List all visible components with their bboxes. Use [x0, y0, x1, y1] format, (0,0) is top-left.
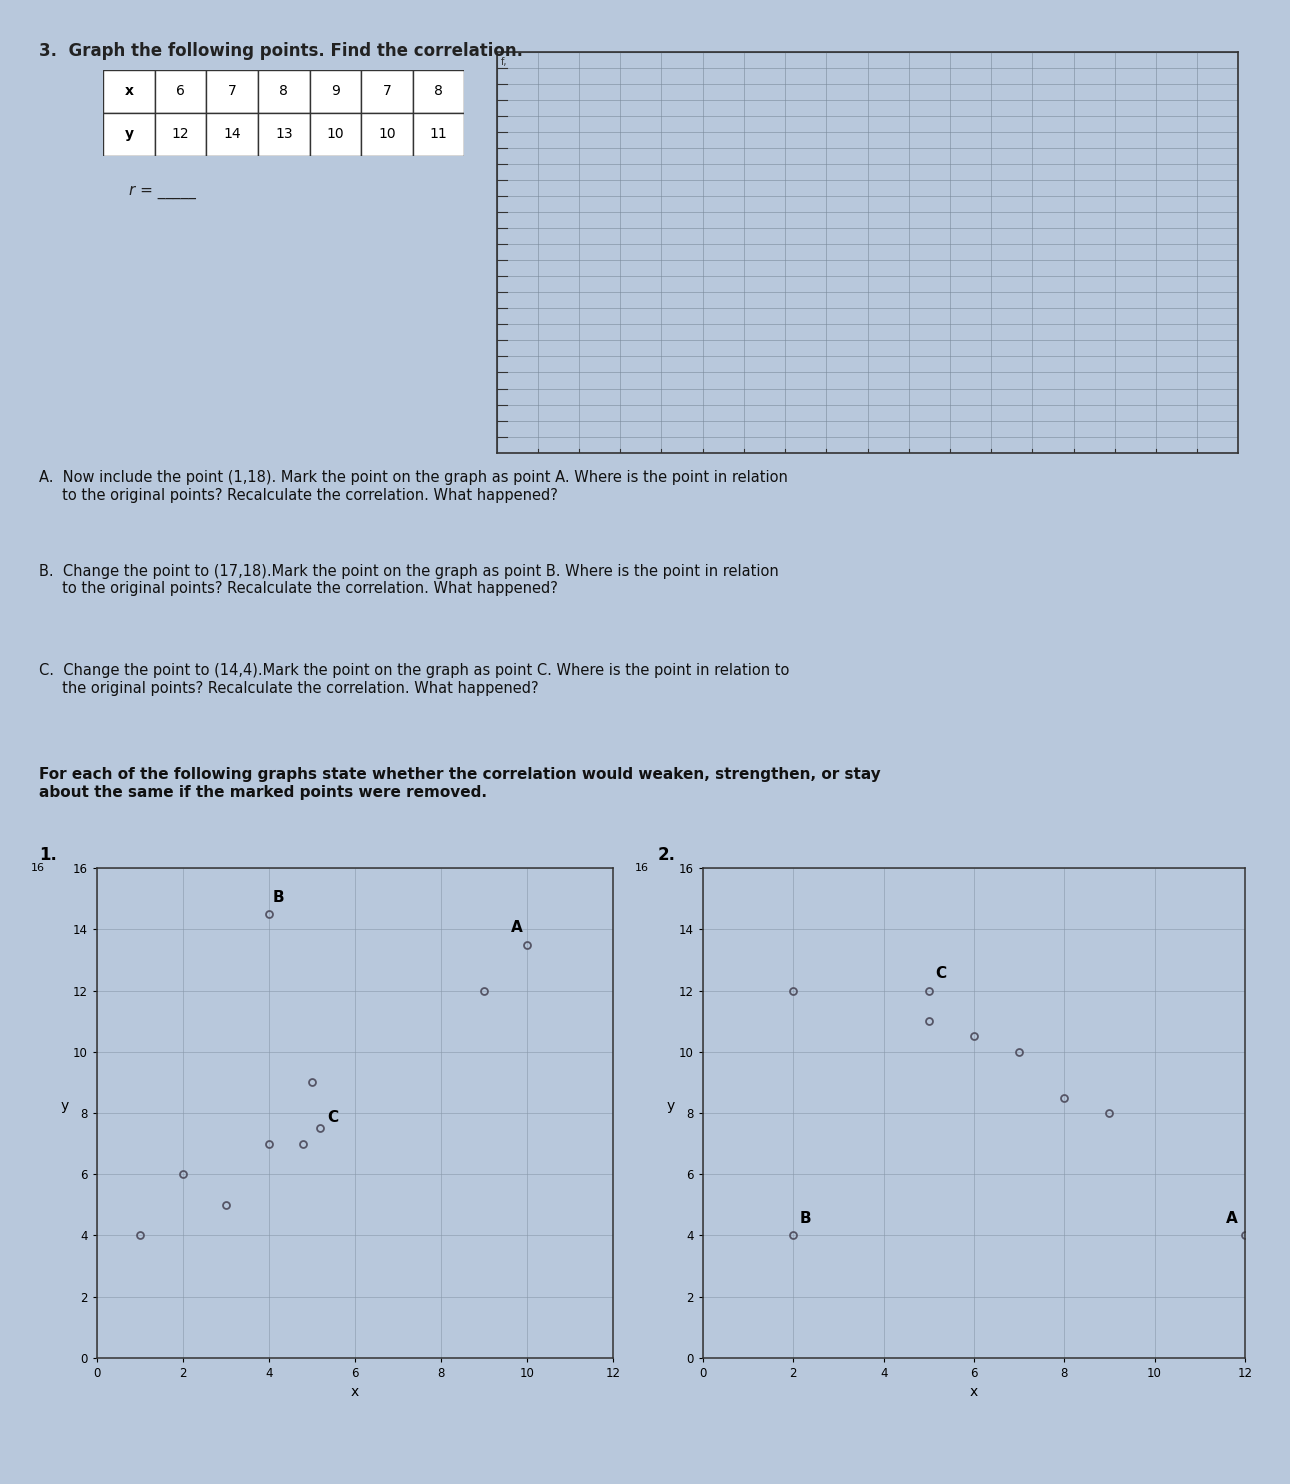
- Text: 10: 10: [378, 128, 396, 141]
- Text: For each of the following graphs state whether the correlation would weaken, str: For each of the following graphs state w…: [39, 767, 881, 800]
- Bar: [413, 113, 464, 156]
- Text: 6: 6: [177, 85, 184, 98]
- Bar: [258, 113, 310, 156]
- Y-axis label: y: y: [61, 1100, 68, 1113]
- Bar: [103, 70, 155, 113]
- Bar: [361, 70, 413, 113]
- Text: 7: 7: [228, 85, 236, 98]
- Text: 9: 9: [332, 85, 339, 98]
- Text: 10: 10: [326, 128, 344, 141]
- Text: 1.: 1.: [39, 846, 57, 864]
- Text: 16: 16: [31, 864, 45, 873]
- Text: 14: 14: [223, 128, 241, 141]
- Text: B: B: [800, 1211, 811, 1226]
- Text: B.  Change the point to (17,18).Mark the point on the graph as point B. Where is: B. Change the point to (17,18).Mark the …: [39, 564, 778, 597]
- Bar: [155, 113, 206, 156]
- Text: 16: 16: [635, 864, 649, 873]
- Bar: [206, 113, 258, 156]
- Text: A.  Now include the point (1,18). Mark the point on the graph as point A. Where : A. Now include the point (1,18). Mark th…: [39, 470, 788, 503]
- X-axis label: x: x: [351, 1386, 359, 1399]
- Text: f,: f,: [501, 56, 507, 67]
- Text: r = _____: r = _____: [129, 184, 196, 199]
- Bar: [413, 70, 464, 113]
- Text: 11: 11: [430, 128, 448, 141]
- Text: C: C: [326, 1110, 338, 1125]
- Text: 7: 7: [383, 85, 391, 98]
- Bar: [206, 70, 258, 113]
- Bar: [361, 113, 413, 156]
- Text: C: C: [935, 966, 947, 981]
- Bar: [103, 113, 155, 156]
- Bar: [258, 70, 310, 113]
- Bar: [155, 70, 206, 113]
- Bar: [310, 70, 361, 113]
- Text: A: A: [511, 920, 522, 935]
- Text: 3.  Graph the following points. Find the correlation.: 3. Graph the following points. Find the …: [39, 42, 522, 59]
- Text: 8: 8: [280, 85, 288, 98]
- Text: B: B: [273, 890, 285, 905]
- Text: 2.: 2.: [658, 846, 676, 864]
- Bar: [310, 113, 361, 156]
- Text: 13: 13: [275, 128, 293, 141]
- Text: y: y: [125, 128, 133, 141]
- Y-axis label: y: y: [667, 1100, 675, 1113]
- Text: x: x: [125, 85, 133, 98]
- Text: A: A: [1227, 1211, 1238, 1226]
- Text: 12: 12: [172, 128, 190, 141]
- Text: 8: 8: [435, 85, 442, 98]
- Text: C.  Change the point to (14,4).Mark the point on the graph as point C. Where is : C. Change the point to (14,4).Mark the p…: [39, 663, 789, 696]
- X-axis label: x: x: [970, 1386, 978, 1399]
